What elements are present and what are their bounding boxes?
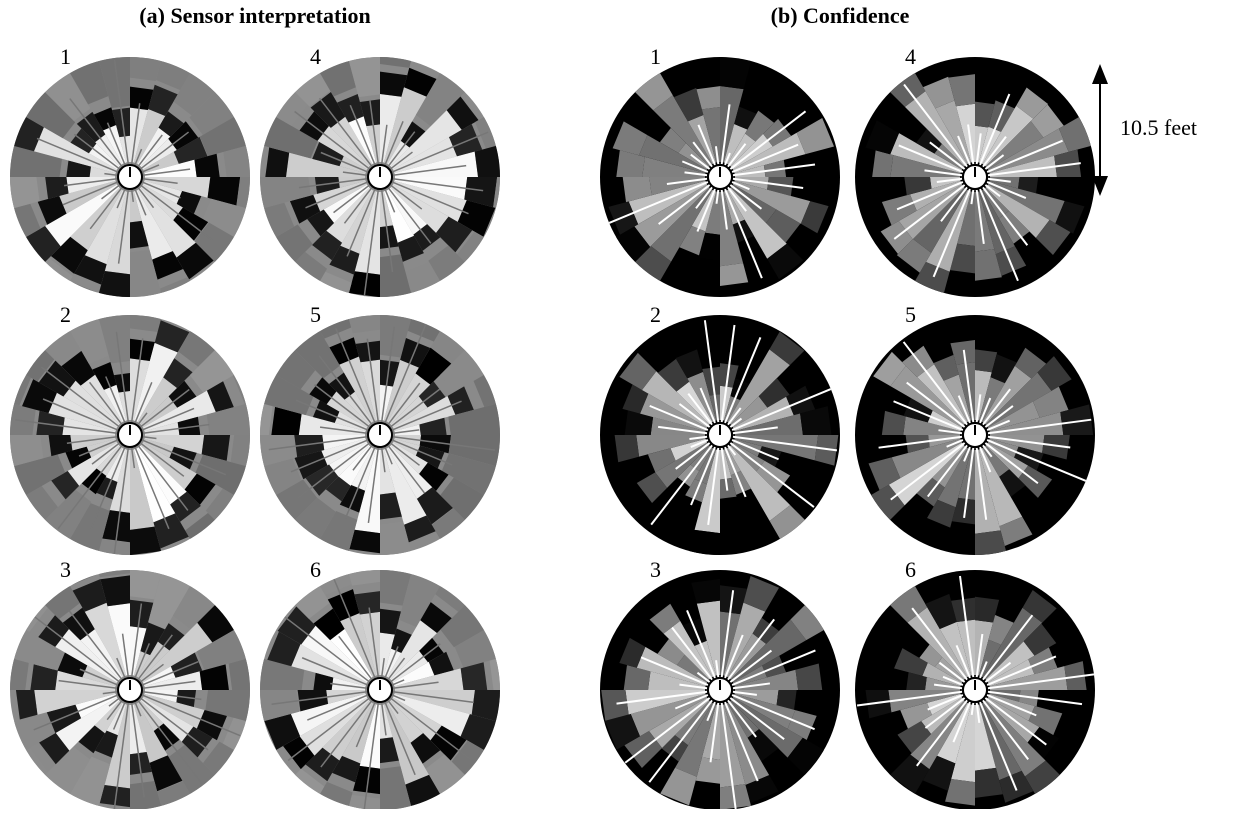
sector xyxy=(348,313,380,333)
plot-label: 2 xyxy=(650,302,661,327)
sector xyxy=(720,263,748,286)
plot-label: 3 xyxy=(650,557,661,582)
plot-label: 4 xyxy=(905,44,916,69)
plot-label: 3 xyxy=(60,557,71,582)
sector xyxy=(8,658,29,690)
sector xyxy=(229,658,252,690)
sector xyxy=(872,150,893,177)
panel-title: (a) Sensor interpretation xyxy=(139,3,370,28)
panel-title: (b) Confidence xyxy=(771,3,910,28)
plot-label: 5 xyxy=(310,302,321,327)
plot-label: 5 xyxy=(905,302,916,327)
sector xyxy=(231,435,252,467)
figure: 10.5 feet (a) Sensor interpretation 1 4 2 5 3… xyxy=(0,0,1233,809)
plot-label: 1 xyxy=(650,44,661,69)
plot-label: 2 xyxy=(60,302,71,327)
plot-label: 6 xyxy=(310,557,321,582)
sector xyxy=(349,530,380,553)
plot-label: 6 xyxy=(905,557,916,582)
plot-label: 4 xyxy=(310,44,321,69)
scale-label: 10.5 feet xyxy=(1120,115,1197,140)
plot-label: 1 xyxy=(60,44,71,69)
sector xyxy=(265,147,289,177)
